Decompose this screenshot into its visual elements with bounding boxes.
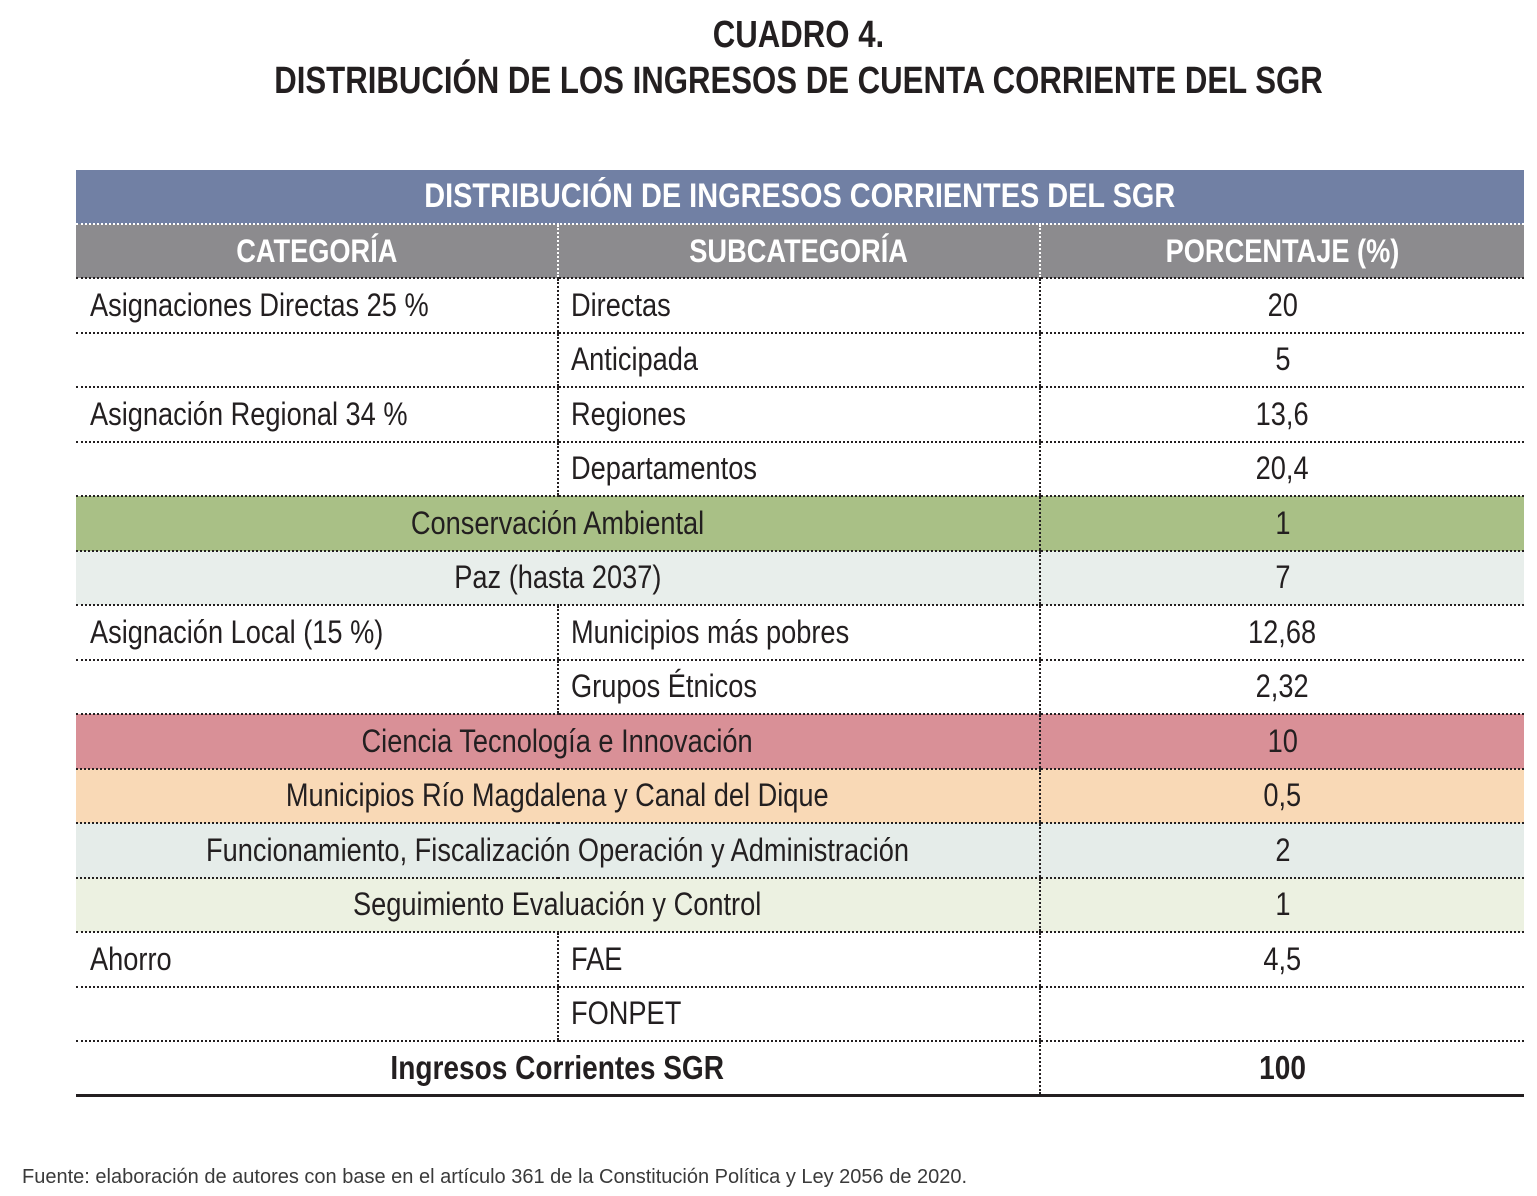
table-row: Paz (hasta 2037) 7 <box>76 550 1525 606</box>
percent-cell: 12,68 <box>1038 605 1525 661</box>
percent-cell: 13,6 <box>1038 387 1525 443</box>
table-row: Ahorro FAE 4,5 <box>76 932 1525 988</box>
table-row: FONPET <box>76 986 1525 1042</box>
income-distribution-table: DISTRIBUCIÓN DE INGRESOS CORRIENTES DEL … <box>76 170 1525 1097</box>
category-cell: Municipios Río Magdalena y Canal del Diq… <box>76 768 1040 824</box>
category-cell: Paz (hasta 2037) <box>76 550 1040 606</box>
category-cell: Asignación Local (15 %) <box>76 605 558 661</box>
table-row: Funcionamiento, Fiscalización Operación … <box>76 823 1525 879</box>
table-row: Asignación Local (15 %) Municipios más p… <box>76 605 1525 661</box>
subcategory-cell: FAE <box>557 932 1040 988</box>
subcategory-cell: Directas <box>557 278 1040 334</box>
percent-cell: 7 <box>1038 550 1525 606</box>
category-cell: Ciencia Tecnología e Innovación <box>76 714 1040 770</box>
table-row: Asignación Regional 34 % Regiones 13,6 <box>76 387 1525 443</box>
percent-cell: 1 <box>1038 877 1525 933</box>
table-number: CUADRO 4. <box>712 14 885 56</box>
table-row: Grupos Étnicos 2,32 <box>76 659 1525 715</box>
percent-cell: 0,5 <box>1038 768 1525 824</box>
table-title: DISTRIBUCIÓN DE LOS INGRESOS DE CUENTA C… <box>274 60 1323 102</box>
subcategory-cell: FONPET <box>557 986 1040 1042</box>
table-row: Asignaciones Directas 25 % Directas 20 <box>76 278 1525 334</box>
column-header-subcategory: SUBCATEGORÍA <box>557 224 1040 279</box>
percent-cell <box>1038 986 1525 1042</box>
subcategory-cell: Departamentos <box>557 441 1040 497</box>
subcategory-cell: Regiones <box>557 387 1040 443</box>
table-row: Seguimiento Evaluación y Control 1 <box>76 877 1525 933</box>
subcategory-cell: Grupos Étnicos <box>557 659 1040 715</box>
category-cell <box>76 659 558 715</box>
percent-cell: 20 <box>1038 278 1525 334</box>
category-cell: Seguimiento Evaluación y Control <box>76 877 1040 933</box>
percent-cell: 2 <box>1038 823 1525 879</box>
category-cell: Asignación Regional 34 % <box>76 387 558 443</box>
percent-cell: 2,32 <box>1038 659 1525 715</box>
title-block: CUADRO 4. DISTRIBUCIÓN DE LOS INGRESOS D… <box>0 12 1537 104</box>
category-cell <box>76 986 558 1042</box>
category-cell <box>76 441 558 497</box>
category-cell: Ahorro <box>76 932 558 988</box>
column-header-percent: PORCENTAJE (%) <box>1038 224 1525 279</box>
total-row: Ingresos Corrientes SGR 100 <box>76 1041 1525 1097</box>
column-header-row: CATEGORÍA SUBCATEGORÍA PORCENTAJE (%) <box>76 224 1525 279</box>
subcategory-cell: Anticipada <box>557 332 1040 388</box>
category-cell: Funcionamiento, Fiscalización Operación … <box>76 823 1040 879</box>
table-row: Anticipada 5 <box>76 332 1525 388</box>
category-cell: Conservación Ambiental <box>76 496 1040 552</box>
percent-cell: 20,4 <box>1038 441 1525 497</box>
table-row: Ciencia Tecnología e Innovación 10 <box>76 714 1525 770</box>
percent-cell: 10 <box>1038 714 1525 770</box>
source-note: Fuente: elaboración de autores con base … <box>22 1166 968 1188</box>
table-row: Departamentos 20,4 <box>76 441 1525 497</box>
table-main-header-row: DISTRIBUCIÓN DE INGRESOS CORRIENTES DEL … <box>76 170 1525 225</box>
percent-cell: 4,5 <box>1038 932 1525 988</box>
percent-cell: 1 <box>1038 496 1525 552</box>
total-label: Ingresos Corrientes SGR <box>76 1041 1040 1097</box>
total-percent: 100 <box>1038 1041 1525 1097</box>
subcategory-cell: Municipios más pobres <box>557 605 1040 661</box>
percent-cell: 5 <box>1038 332 1525 388</box>
table-row: Conservación Ambiental 1 <box>76 496 1525 552</box>
category-cell: Asignaciones Directas 25 % <box>76 278 558 334</box>
table-main-header: DISTRIBUCIÓN DE INGRESOS CORRIENTES DEL … <box>76 170 1525 225</box>
category-cell <box>76 332 558 388</box>
column-header-category: CATEGORÍA <box>76 224 558 279</box>
table-row: Municipios Río Magdalena y Canal del Diq… <box>76 768 1525 824</box>
